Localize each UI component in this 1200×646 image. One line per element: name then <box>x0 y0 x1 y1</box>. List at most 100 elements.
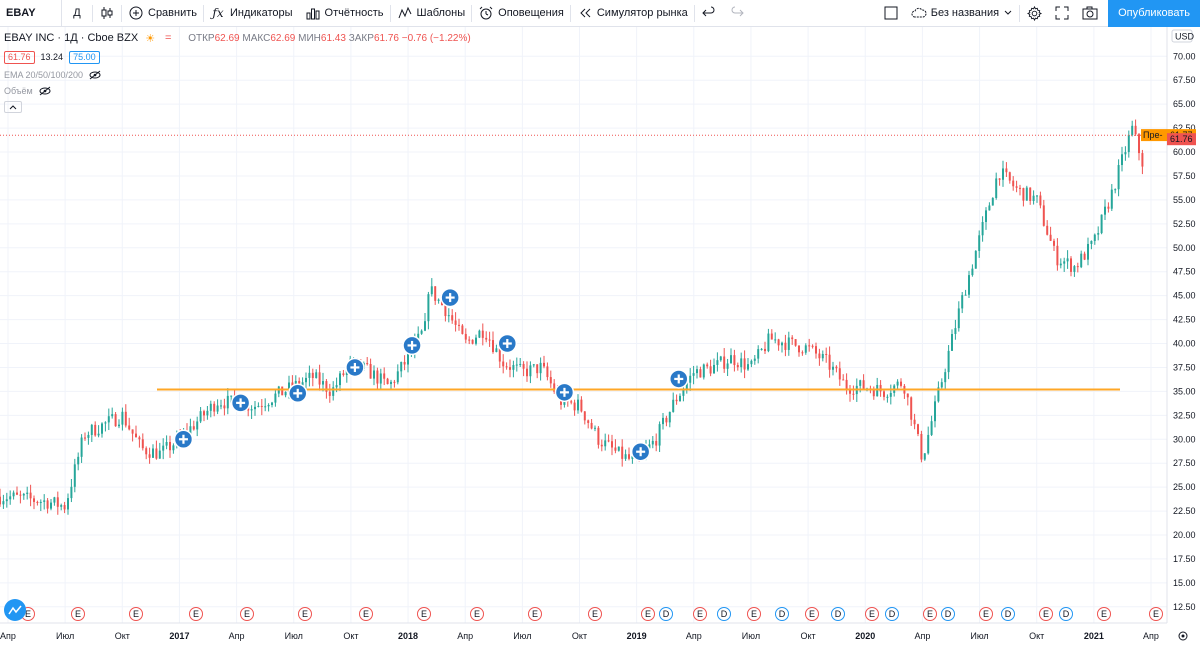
candle-body <box>804 345 807 353</box>
dividend-letter: D <box>1005 609 1012 619</box>
candle-body <box>97 433 100 436</box>
earnings-event[interactable] <box>588 607 602 621</box>
redo-button[interactable] <box>723 0 751 27</box>
candle-body <box>954 328 957 335</box>
earnings-event[interactable] <box>979 607 993 621</box>
candle-body <box>968 275 970 295</box>
candle-body <box>271 402 273 406</box>
legend-collapse-button[interactable] <box>4 101 22 113</box>
ask-badge[interactable]: 75.00 <box>69 50 100 64</box>
candle-body <box>9 496 12 500</box>
candle-body <box>128 425 131 430</box>
eye-off-icon[interactable] <box>37 83 53 99</box>
earnings-event[interactable] <box>805 607 819 621</box>
candle-body <box>1002 168 1004 180</box>
dividend-event[interactable] <box>717 607 731 621</box>
candle-body <box>951 334 953 351</box>
earnings-letter: E <box>244 609 250 619</box>
volume-indicator-row[interactable]: Объём <box>4 83 471 99</box>
candle-body <box>767 333 770 352</box>
earnings-event[interactable] <box>71 607 85 621</box>
last-price-label: 61.76 <box>1170 134 1193 144</box>
candle-body <box>842 379 845 381</box>
financials-button[interactable]: Отчётность <box>299 0 390 27</box>
ema-indicator-row[interactable]: EMA 20/50/100/200 <box>4 67 471 83</box>
earnings-event[interactable] <box>693 607 707 621</box>
templates-button[interactable]: Шаблоны <box>391 0 472 27</box>
candle-body <box>284 392 287 396</box>
time-tick-label: Апр <box>457 631 473 641</box>
time-axis[interactable] <box>0 623 1200 646</box>
dividend-event[interactable] <box>775 607 789 621</box>
earnings-event[interactable] <box>528 607 542 621</box>
earnings-event[interactable] <box>298 607 312 621</box>
earnings-event[interactable] <box>1039 607 1053 621</box>
publish-label: Опубликовать <box>1118 7 1190 19</box>
earnings-letter: E <box>809 609 815 619</box>
candle-body <box>260 405 263 407</box>
rewind-icon <box>577 5 593 21</box>
interval-button[interactable]: Д <box>62 0 92 27</box>
earnings-event[interactable] <box>189 607 203 621</box>
replay-button[interactable]: Симулятор рынка <box>571 0 694 27</box>
indicators-button[interactable]: ƒx Индикаторы <box>204 0 299 27</box>
candle-body <box>43 500 46 502</box>
legend-collapse-row <box>4 99 471 115</box>
candle-body <box>16 492 18 495</box>
candle-body <box>390 381 392 385</box>
publish-button[interactable]: Опубликовать <box>1108 0 1200 27</box>
earnings-event[interactable] <box>359 607 373 621</box>
candle-body <box>1046 225 1049 235</box>
dividend-event[interactable] <box>831 607 845 621</box>
dividend-event[interactable] <box>885 607 899 621</box>
fullscreen-button[interactable] <box>1048 0 1076 27</box>
chart-type-button[interactable] <box>93 0 121 27</box>
currency-badge[interactable] <box>1171 29 1193 43</box>
earnings-event[interactable] <box>747 607 761 621</box>
earnings-event[interactable] <box>129 607 143 621</box>
axis-settings-icon[interactable] <box>1178 631 1188 641</box>
layout-name-button[interactable]: Без названия <box>905 0 1019 27</box>
time-tick-label: Апр <box>686 631 702 641</box>
dividend-event[interactable] <box>659 607 673 621</box>
time-tick-label: 2017 <box>169 631 189 641</box>
dividend-event[interactable] <box>1059 607 1073 621</box>
candle-body <box>1107 206 1110 209</box>
earnings-event[interactable] <box>1097 607 1111 621</box>
symbol-search[interactable]: EBAY <box>0 0 62 27</box>
candle-body <box>12 492 15 497</box>
earnings-event[interactable] <box>865 607 879 621</box>
earnings-event[interactable] <box>923 607 937 621</box>
candle-body <box>781 342 783 346</box>
price-chart[interactable]: USD 70.00 67.50 65.00 62.50 60.00 57.50 55.00 52… <box>0 27 1200 646</box>
snapshot-button[interactable] <box>1076 0 1104 27</box>
legend-title[interactable]: EBAY INC · 1Д · Cboe BZX <box>4 32 139 44</box>
candle-body <box>713 364 715 374</box>
candle-body <box>461 325 464 334</box>
tv-logo-mark <box>8 605 22 615</box>
layout-toggle[interactable] <box>877 0 905 27</box>
candle-body <box>699 369 702 378</box>
earnings-event[interactable] <box>240 607 254 621</box>
settings-button[interactable] <box>1020 0 1048 27</box>
alerts-button[interactable]: Оповещения <box>472 0 570 27</box>
candle-body <box>607 440 610 442</box>
dividend-letter: D <box>721 609 728 619</box>
candle-body <box>1070 258 1072 272</box>
bid-badge[interactable]: 61.76 <box>4 50 35 64</box>
earnings-event[interactable] <box>1149 607 1163 621</box>
time-tick-label: Окт <box>1029 631 1044 641</box>
candle-body <box>63 505 66 510</box>
candle-body <box>56 497 59 507</box>
eye-off-icon[interactable] <box>87 67 103 83</box>
candle-body <box>29 492 32 499</box>
earnings-letter: E <box>983 609 989 619</box>
compare-button[interactable]: Сравнить <box>122 0 203 27</box>
dividend-event[interactable] <box>1001 607 1015 621</box>
candle-body <box>770 333 773 340</box>
earnings-event[interactable] <box>417 607 431 621</box>
dividend-event[interactable] <box>941 607 955 621</box>
earnings-event[interactable] <box>641 607 655 621</box>
undo-button[interactable] <box>695 0 723 27</box>
earnings-event[interactable] <box>470 607 484 621</box>
